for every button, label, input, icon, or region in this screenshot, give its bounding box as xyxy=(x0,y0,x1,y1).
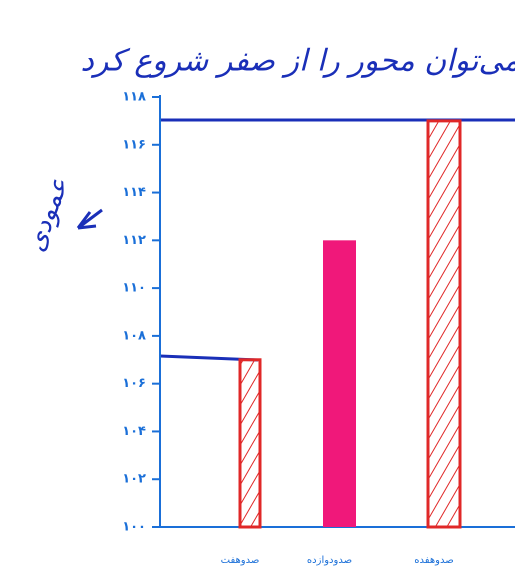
y-tick-label: ۱۰۶ xyxy=(122,376,146,391)
y-tick-label: ۱۰۲ xyxy=(122,472,146,487)
annotation-arrow xyxy=(76,208,103,230)
annotation: عمودی xyxy=(20,174,74,256)
bar xyxy=(238,358,262,529)
annotation: می‌توان محور را از صفر شروع کرد xyxy=(80,44,515,79)
bar xyxy=(323,240,356,528)
x-tick-label: صدوهفده xyxy=(414,555,453,566)
x-tick-label: صدوهفت xyxy=(221,555,260,566)
y-tick-label: ۱۱۸ xyxy=(122,90,146,105)
y-tick-label: ۱۱۰ xyxy=(122,281,146,296)
y-tick-label: ۱۰۰ xyxy=(122,520,146,535)
x-tick-label: صدودوازده xyxy=(307,555,352,566)
y-tick-label: ۱۱۶ xyxy=(122,137,146,152)
y-tick-label: ۱۱۲ xyxy=(122,233,146,248)
y-tick-label: ۱۰۴ xyxy=(122,424,146,439)
bar xyxy=(426,119,462,529)
y-tick-label: ۱۰۸ xyxy=(122,328,146,343)
y-tick-label: ۱۱۴ xyxy=(122,185,146,200)
